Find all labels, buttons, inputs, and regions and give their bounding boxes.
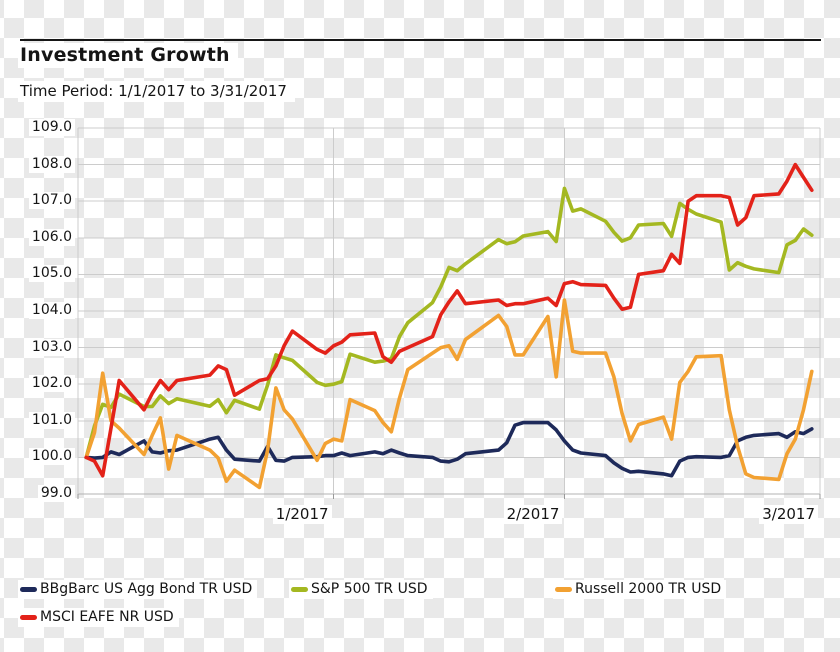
chart-subtitle: Time Period: 1/1/2017 to 3/31/2017 xyxy=(18,81,295,102)
y-tick-label-99.0: 99.0 xyxy=(0,485,75,502)
y-tick-label-105.0: 105.0 xyxy=(0,265,75,283)
x-tick-label-2-2017: 2/2017 xyxy=(412,505,563,524)
top-rule-line xyxy=(20,39,821,41)
legend-item-1: S&P 500 TR USD xyxy=(289,580,433,599)
y-tick-label-103.0: 103.0 xyxy=(0,338,75,356)
x-tick-label-3-2017: 3/2017 xyxy=(668,505,818,524)
legend-label: MSCI EAFE NR USD xyxy=(40,609,174,625)
legend-swatch-icon xyxy=(555,587,572,592)
y-tick-label-109.0: 109.0 xyxy=(0,119,75,136)
y-tick-label-101.0: 101.0 xyxy=(0,411,75,429)
legend-label: BBgBarc US Agg Bond TR USD xyxy=(40,581,253,597)
legend-swatch-icon xyxy=(20,615,37,620)
series-line-2 xyxy=(84,298,814,490)
legend-item-2: Russell 2000 TR USD xyxy=(553,580,727,599)
y-tick-label-106.0: 106.0 xyxy=(0,228,75,246)
chart-title: Investment Growth xyxy=(18,43,238,68)
y-tick-label-104.0: 104.0 xyxy=(0,302,75,319)
legend-item-0: BBgBarc US Agg Bond TR USD xyxy=(18,580,258,599)
y-tick-label-107.0: 107.0 xyxy=(0,192,75,210)
legend-swatch-icon xyxy=(20,587,37,592)
series-line-3 xyxy=(84,162,814,478)
legend-label: S&P 500 TR USD xyxy=(311,581,428,597)
legend-item-3: MSCI EAFE NR USD xyxy=(18,608,179,627)
x-tick-label-1-2017: 1/2017 xyxy=(182,505,332,524)
y-tick-label-108.0: 108.0 xyxy=(0,155,75,173)
legend-swatch-icon xyxy=(291,587,308,592)
y-tick-label-100.0: 100.0 xyxy=(0,448,75,466)
series-line-0 xyxy=(84,420,814,478)
series-line-1 xyxy=(84,186,814,460)
y-tick-label-102.0: 102.0 xyxy=(0,375,75,393)
legend-label: Russell 2000 TR USD xyxy=(575,581,722,597)
